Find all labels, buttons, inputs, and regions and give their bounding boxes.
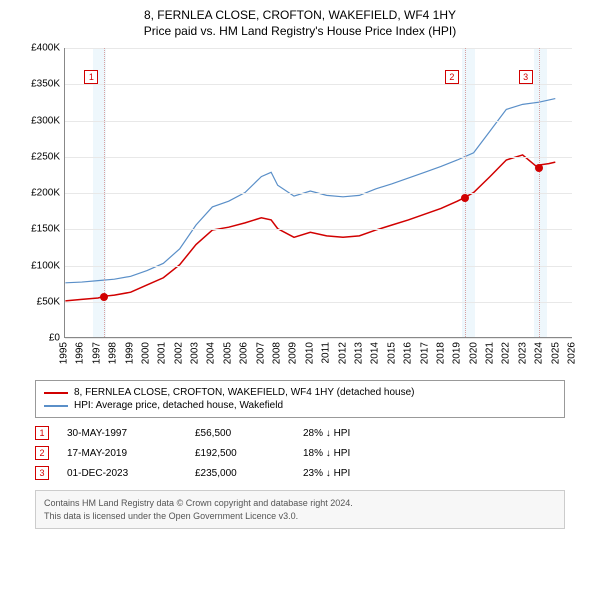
legend-label: 8, FERNLEA CLOSE, CROFTON, WAKEFIELD, WF… — [74, 387, 414, 398]
sales-row: 1 30-MAY-1997 £56,500 28% ↓ HPI — [35, 426, 565, 440]
x-tick-label: 2017 — [419, 342, 430, 364]
legend-swatch — [44, 405, 68, 407]
chart-marker-box: 3 — [519, 70, 533, 84]
footer-attribution: Contains HM Land Registry data © Crown c… — [35, 490, 565, 529]
x-tick-label: 2015 — [386, 342, 397, 364]
sale-marker-box: 2 — [35, 446, 49, 460]
y-tick-label: £300K — [20, 115, 60, 126]
footer-line: Contains HM Land Registry data © Crown c… — [44, 497, 556, 510]
chart-marker-box: 2 — [445, 70, 459, 84]
legend-row: 8, FERNLEA CLOSE, CROFTON, WAKEFIELD, WF… — [44, 387, 556, 398]
legend-row: HPI: Average price, detached house, Wake… — [44, 400, 556, 411]
x-tick-label: 2026 — [567, 342, 578, 364]
x-tick-label: 1999 — [124, 342, 135, 364]
sale-point — [535, 164, 543, 172]
chart-title-address: 8, FERNLEA CLOSE, CROFTON, WAKEFIELD, WF… — [10, 8, 590, 22]
x-tick-label: 2016 — [403, 342, 414, 364]
x-tick-label: 2019 — [452, 342, 463, 364]
x-tick-label: 2012 — [337, 342, 348, 364]
footer-line: This data is licensed under the Open Gov… — [44, 510, 556, 523]
sale-delta: 28% ↓ HPI — [303, 428, 565, 439]
sale-price: £56,500 — [195, 428, 285, 439]
sale-marker-box: 1 — [35, 426, 49, 440]
legend-label: HPI: Average price, detached house, Wake… — [74, 400, 283, 411]
title-block: 8, FERNLEA CLOSE, CROFTON, WAKEFIELD, WF… — [10, 8, 590, 38]
x-tick-label: 2001 — [157, 342, 168, 364]
x-tick-label: 2020 — [468, 342, 479, 364]
y-tick-label: £50K — [20, 296, 60, 307]
chart-marker-box: 1 — [84, 70, 98, 84]
sale-delta: 18% ↓ HPI — [303, 448, 565, 459]
x-tick-label: 2013 — [353, 342, 364, 364]
sale-date: 30-MAY-1997 — [67, 428, 177, 439]
x-tick-label: 2004 — [206, 342, 217, 364]
x-tick-label: 2009 — [288, 342, 299, 364]
x-tick-label: 2007 — [255, 342, 266, 364]
x-tick-label: 2024 — [534, 342, 545, 364]
x-tick-label: 2022 — [501, 342, 512, 364]
plot-area: 1 2 3 — [64, 48, 572, 338]
x-tick-label: 2005 — [222, 342, 233, 364]
x-tick-label: 2011 — [321, 342, 332, 364]
x-tick-label: 2018 — [435, 342, 446, 364]
sale-delta: 23% ↓ HPI — [303, 468, 565, 479]
x-tick-label: 1998 — [108, 342, 119, 364]
chart-area: 1 2 3 £0 £50K £100K £150K £200K £250K £300K £350K… — [20, 44, 580, 374]
x-tick-label: 2002 — [173, 342, 184, 364]
sales-row: 2 17-MAY-2019 £192,500 18% ↓ HPI — [35, 446, 565, 460]
x-tick-label: 2021 — [485, 342, 496, 364]
sale-price: £235,000 — [195, 468, 285, 479]
sale-date: 17-MAY-2019 — [67, 448, 177, 459]
sales-row: 3 01-DEC-2023 £235,000 23% ↓ HPI — [35, 466, 565, 480]
chart-container: 8, FERNLEA CLOSE, CROFTON, WAKEFIELD, WF… — [0, 0, 600, 590]
y-tick-label: £400K — [20, 43, 60, 54]
y-tick-label: £100K — [20, 260, 60, 271]
y-tick-label: £0 — [20, 333, 60, 344]
y-tick-label: £150K — [20, 224, 60, 235]
x-tick-label: 1997 — [91, 342, 102, 364]
legend: 8, FERNLEA CLOSE, CROFTON, WAKEFIELD, WF… — [35, 380, 565, 418]
sale-point — [461, 194, 469, 202]
chart-title-subtitle: Price paid vs. HM Land Registry's House … — [10, 24, 590, 38]
y-tick-label: £350K — [20, 79, 60, 90]
y-tick-label: £250K — [20, 151, 60, 162]
x-tick-label: 2010 — [304, 342, 315, 364]
x-tick-label: 2000 — [140, 342, 151, 364]
x-tick-label: 2014 — [370, 342, 381, 364]
legend-swatch — [44, 392, 68, 394]
sale-marker-box: 3 — [35, 466, 49, 480]
sale-date: 01-DEC-2023 — [67, 468, 177, 479]
sale-price: £192,500 — [195, 448, 285, 459]
x-tick-label: 2008 — [272, 342, 283, 364]
x-tick-label: 2003 — [190, 342, 201, 364]
x-tick-label: 2023 — [517, 342, 528, 364]
sale-point — [100, 293, 108, 301]
x-tick-label: 2006 — [239, 342, 250, 364]
sales-table: 1 30-MAY-1997 £56,500 28% ↓ HPI 2 17-MAY… — [35, 426, 565, 480]
x-tick-label: 1995 — [59, 342, 70, 364]
x-tick-label: 1996 — [75, 342, 86, 364]
x-tick-label: 2025 — [550, 342, 561, 364]
y-tick-label: £200K — [20, 188, 60, 199]
